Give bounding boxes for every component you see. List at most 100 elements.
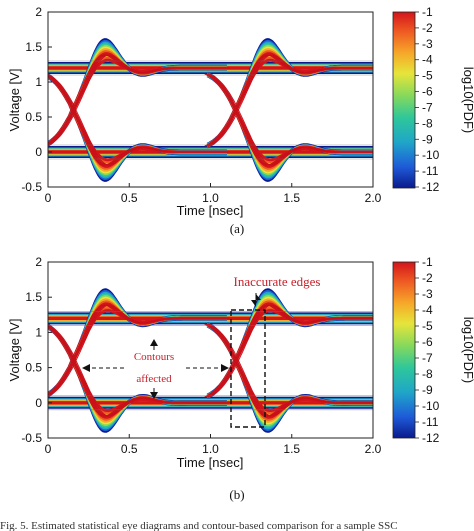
y-axis-label-b: Voltage [V]: [7, 319, 22, 382]
x-tick-label: 2.0: [365, 442, 382, 456]
colorbar-ticks-b: -1 -2 -3 -4 -5 -6 -7 -8 -9 -10 -11 -12: [415, 255, 440, 445]
rising-edge-core: [209, 304, 373, 398]
falling-edge-core: [209, 323, 373, 417]
rising-edge-core: [48, 54, 230, 147]
x-tick-label: 0.5: [121, 442, 138, 456]
colorbar-tick-label: -9: [422, 132, 433, 146]
colorbar-tick-label: -3: [422, 37, 433, 51]
y-tick-label: -0.5: [21, 431, 42, 445]
rising-edge-contour: [206, 38, 373, 145]
colorbar-tick-label: -10: [422, 148, 440, 162]
colorbar-ticks-a: -1 -2 -3 -4 -5 -6-7 -8 -9 -10 -11 -12: [415, 5, 440, 194]
y-tick-label: 2: [35, 5, 42, 19]
falling-edge-contour: [206, 324, 373, 428]
colorbar-tick-label: -2: [422, 271, 433, 285]
colorbar-a: [392, 11, 416, 189]
rising-edge-contour: [48, 38, 227, 144]
colorbar-tick-label: -4: [422, 53, 433, 67]
colorbar-tick-label: -7: [422, 351, 433, 365]
colorbar-tick-label: -11: [422, 164, 439, 178]
rising-edge-contour: [206, 41, 373, 146]
figure-caption: Fig. 5. Estimated statistical eye diagra…: [0, 520, 398, 531]
falling-edge-contour: [206, 73, 373, 177]
eye-contours-a: [48, 38, 373, 182]
annotation-contours: Contours: [134, 351, 174, 363]
panel-label-b: (b): [229, 487, 244, 502]
dashed-box-edges: [230, 309, 266, 428]
falling-edge-core: [48, 73, 230, 166]
y-tick-label: 0.5: [25, 110, 42, 124]
colorbar-tick-label: -1: [422, 255, 433, 269]
colorbar-tick-label: -7: [422, 100, 433, 114]
rising-edge-contour: [206, 290, 373, 396]
colorbar-tick-label: -12: [422, 180, 440, 194]
x-ticks-a: 0 0.5 1.0 1.5 2.0: [45, 183, 382, 205]
y-tick-label: 1: [35, 325, 42, 339]
y-tick-label: 0: [35, 396, 42, 410]
panel-label-a: (a): [230, 221, 244, 236]
falling-edge-contour: [206, 325, 373, 432]
falling-edge-core: [48, 324, 230, 417]
falling-edge-contour: [48, 76, 227, 182]
colorbar-tick-label: -11: [422, 415, 439, 429]
y-ticks-b: -0.5 0 0.5 1 1.5 2: [21, 255, 52, 445]
y-tick-label: 1.5: [25, 40, 42, 54]
eye-diagram-panel-b: 0 0.5 1.0 1.5 2.0 -0.500.511.52 Inaccurate e…: [7, 255, 474, 502]
rising-edge-contour: [206, 39, 373, 146]
eye-diagram-panel-a: 0 0.5 1.0 1.5 2.0 -0.500.511.52 Time [nsec] …: [7, 5, 474, 236]
rising-edge-core: [48, 304, 230, 398]
colorbar-label-b: log10(PDF): [461, 317, 474, 383]
colorbar-tick-label: -8: [422, 116, 433, 130]
colorbar-tick-label: -5: [422, 69, 433, 83]
x-tick-label: 0.5: [121, 191, 138, 205]
x-ticks-b: 0 0.5 1.0 1.5 2.0: [45, 434, 382, 456]
colorbar-tick-label: -6: [422, 85, 433, 99]
x-tick-label: 1.0: [202, 442, 219, 456]
x-tick-label: 2.0: [365, 191, 382, 205]
falling-edge-contour: [48, 75, 227, 179]
y-ticks-a: -0.5 0 0.5 1 1.5 2: [21, 5, 52, 194]
y-tick-label: 0.5: [25, 361, 42, 375]
colorbar-tick-label: -3: [422, 287, 433, 301]
falling-edge-contour: [48, 76, 227, 181]
x-axis-label-b: Time [nsec]: [177, 455, 244, 470]
y-tick-label: 1: [35, 75, 42, 89]
falling-edge-contour: [206, 325, 373, 433]
eye-contours-b: [48, 288, 373, 433]
colorbar-tick-label: -10: [422, 399, 440, 413]
colorbar-tick-label: -6: [422, 335, 433, 349]
falling-edge-core: [209, 73, 373, 166]
rising-edge-contour: [48, 41, 227, 145]
y-tick-label: 2: [35, 255, 42, 269]
y-tick-label: 1.5: [25, 290, 42, 304]
falling-edge-contour: [206, 74, 373, 179]
colorbar-label-a: log10(PDF): [461, 67, 474, 133]
colorbar-tick-label: -1: [422, 5, 433, 19]
colorbar-b: [392, 261, 416, 439]
falling-edge-contour: [206, 75, 373, 182]
rising-edge-contour: [206, 288, 373, 396]
colorbar-tick-label: -9: [422, 383, 433, 397]
annotation-affected: affected: [136, 373, 172, 385]
x-tick-label: 1.5: [283, 191, 300, 205]
falling-edge-contour: [206, 324, 373, 430]
x-tick-label: 0: [45, 191, 52, 205]
x-tick-label: 0: [45, 442, 52, 456]
annotation-inaccurate-edges: Inaccurate edges: [234, 274, 321, 289]
annotations-b: Inaccurate edges Contours affected: [82, 274, 321, 428]
rising-edge-core: [209, 54, 373, 147]
colorbar-tick-label: -12: [422, 431, 440, 445]
rising-edge-contour: [206, 291, 373, 397]
y-tick-label: -0.5: [21, 180, 42, 194]
colorbar-tick-label: -5: [422, 319, 433, 333]
colorbar-tick-label: -4: [422, 303, 433, 317]
x-axis-label-a: Time [nsec]: [177, 203, 244, 218]
y-tick-label: 0: [35, 145, 42, 159]
x-tick-label: 1.5: [283, 442, 300, 456]
falling-edge-contour: [206, 74, 373, 181]
x-tick-label: 1.0: [202, 191, 219, 205]
colorbar-tick-label: -8: [422, 367, 433, 381]
rising-edge-contour: [48, 39, 227, 144]
y-axis-label-a: Voltage [V]: [7, 69, 22, 132]
